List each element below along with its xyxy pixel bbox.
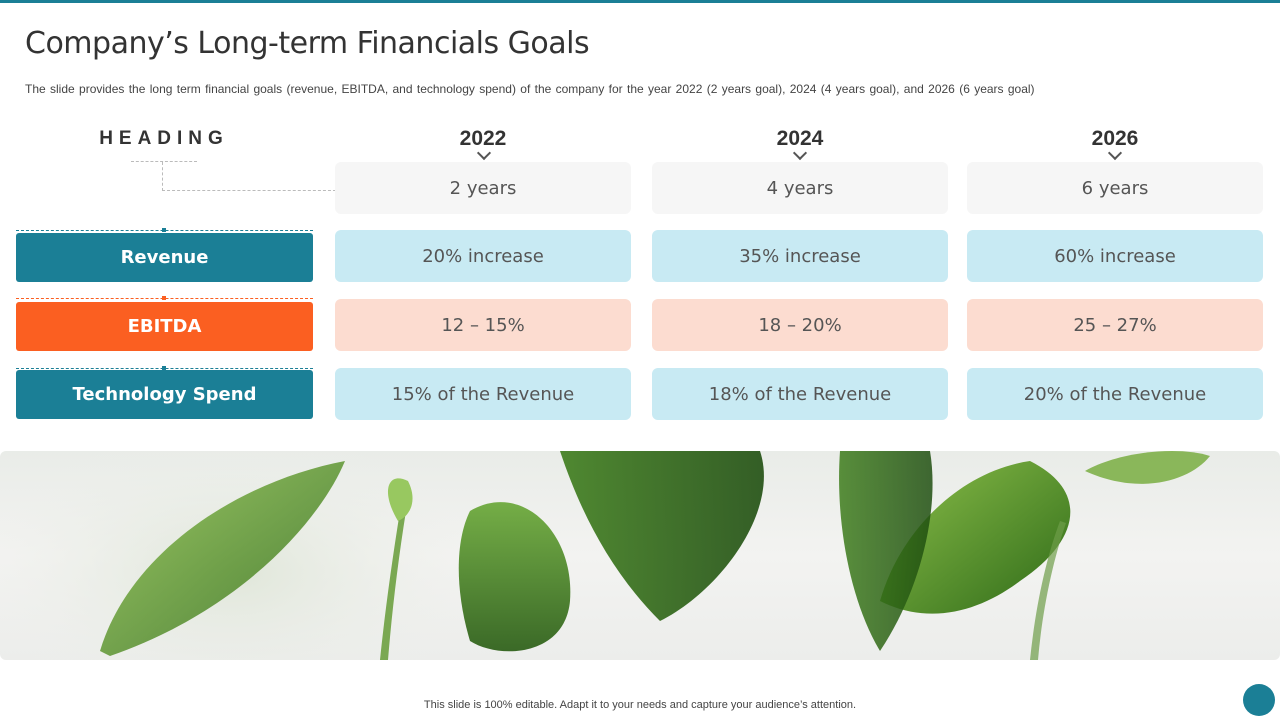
- heading-label: HEADING: [99, 128, 229, 149]
- row-label-ebitda: EBITDA: [16, 302, 313, 351]
- connector-vertical: [162, 162, 163, 191]
- tech-spend-cell-2024: 18% of the Revenue: [652, 368, 948, 420]
- year-header-2026: 2026: [1091, 127, 1139, 150]
- row-marker: [162, 296, 166, 300]
- slide-title: Company’s Long-term Financials Goals: [25, 26, 590, 61]
- row-label-revenue: Revenue: [16, 233, 313, 282]
- top-accent-bar: [0, 0, 1280, 3]
- revenue-cell-2026: 60% increase: [967, 230, 1263, 282]
- horizon-cell-2024: 4 years: [652, 162, 948, 214]
- ebitda-cell-2022: 12 – 15%: [335, 299, 631, 351]
- plant-photo: [0, 451, 1280, 660]
- revenue-cell-2024: 35% increase: [652, 230, 948, 282]
- year-header-2022: 2022: [459, 127, 507, 150]
- corner-circle-icon: [1243, 684, 1275, 716]
- ebitda-cell-2024: 18 – 20%: [652, 299, 948, 351]
- row-marker: [162, 228, 166, 232]
- tech-spend-cell-2022: 15% of the Revenue: [335, 368, 631, 420]
- ebitda-cell-2026: 25 – 27%: [967, 299, 1263, 351]
- row-marker: [162, 366, 166, 370]
- year-header-2024: 2024: [776, 127, 824, 150]
- row-label-technology-spend: Technology Spend: [16, 370, 313, 419]
- horizon-cell-2022: 2 years: [335, 162, 631, 214]
- revenue-cell-2022: 20% increase: [335, 230, 631, 282]
- heading-underline: [131, 161, 197, 162]
- connector-horizontal: [162, 190, 336, 191]
- tech-spend-cell-2026: 20% of the Revenue: [967, 368, 1263, 420]
- horizon-cell-2026: 6 years: [967, 162, 1263, 214]
- slide-subtitle: The slide provides the long term financi…: [25, 82, 1035, 96]
- footer-note: This slide is 100% editable. Adapt it to…: [423, 699, 857, 711]
